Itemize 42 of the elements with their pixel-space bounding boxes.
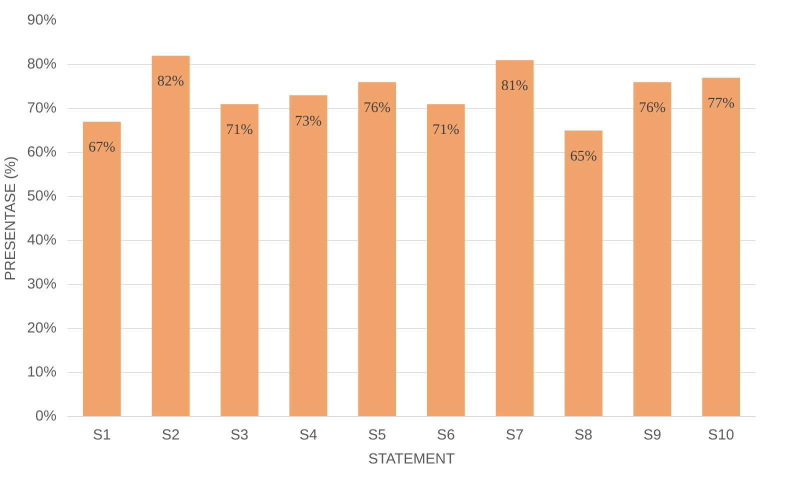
bar xyxy=(82,122,121,416)
x-tick-label: S6 xyxy=(436,428,455,444)
bar xyxy=(633,82,672,416)
bar xyxy=(152,56,190,416)
bar xyxy=(496,60,534,416)
bar xyxy=(426,104,465,416)
y-tick-label: 90% xyxy=(27,12,57,28)
bar xyxy=(220,104,258,416)
bar xyxy=(702,78,740,416)
data-label: 77% xyxy=(708,96,735,112)
y-tick-label: 80% xyxy=(27,56,57,72)
x-tick-label: S3 xyxy=(230,428,248,444)
data-label: 67% xyxy=(88,140,116,156)
data-label: 82% xyxy=(157,74,184,90)
bar xyxy=(358,82,396,416)
x-tick-label: S4 xyxy=(299,428,318,444)
x-tick-label: S9 xyxy=(643,428,662,444)
data-label: 76% xyxy=(638,100,666,116)
data-label: 65% xyxy=(570,148,597,164)
bar xyxy=(564,130,602,416)
y-tick-label: 20% xyxy=(27,320,57,336)
bar xyxy=(289,95,328,416)
data-label: 71% xyxy=(432,122,460,138)
data-label: 76% xyxy=(364,100,391,116)
x-tick-label: S10 xyxy=(708,428,734,444)
y-tick-label: 0% xyxy=(35,408,57,424)
y-tick-label: 30% xyxy=(27,276,57,292)
y-tick-label: 10% xyxy=(27,364,57,380)
data-label: 81% xyxy=(501,78,528,94)
data-label: 71% xyxy=(226,122,253,138)
x-tick-label: S5 xyxy=(368,428,386,444)
y-tick-label: 40% xyxy=(27,232,57,248)
y-tick-label: 70% xyxy=(27,100,57,116)
x-tick-label: S7 xyxy=(506,428,524,444)
x-tick-label: S8 xyxy=(574,428,592,444)
y-tick-label: 50% xyxy=(27,188,57,204)
data-label: 73% xyxy=(294,113,322,130)
x-tick-label: S1 xyxy=(92,428,111,444)
y-tick-label: 60% xyxy=(27,144,57,160)
x-axis-title: STATEMENT xyxy=(368,452,455,468)
y-axis-title: PRESENTASE (%) xyxy=(3,156,20,281)
x-tick-label: S2 xyxy=(162,428,180,444)
